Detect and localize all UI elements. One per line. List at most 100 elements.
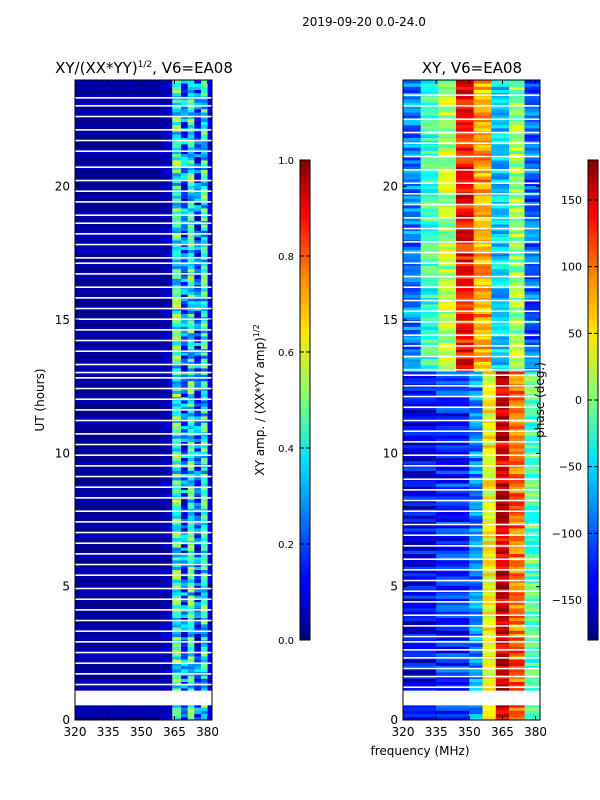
heatmap-cell bbox=[200, 688, 208, 692]
heatmap-cell bbox=[200, 528, 208, 532]
heatmap-cell bbox=[509, 620, 525, 625]
heatmap-cell bbox=[403, 406, 437, 410]
heatmap-cell bbox=[473, 169, 492, 174]
heatmap-cell bbox=[207, 329, 213, 334]
heatmap-cell bbox=[172, 390, 182, 394]
heatmap-cell bbox=[194, 352, 202, 356]
heatmap-cell bbox=[187, 185, 195, 190]
heatmap-cell bbox=[456, 345, 475, 350]
heatmap-cell bbox=[75, 364, 162, 369]
heatmap-cell bbox=[456, 256, 475, 260]
heatmap-cell bbox=[524, 598, 541, 602]
heatmap-cell bbox=[181, 688, 189, 692]
heatmap-cell bbox=[495, 403, 510, 407]
heatmap-cell bbox=[403, 204, 422, 209]
heatmap-cell bbox=[172, 275, 182, 279]
heatmap-cell bbox=[491, 281, 510, 286]
heatmap-cell bbox=[403, 166, 422, 170]
heatmap-cell bbox=[194, 470, 202, 474]
heatmap-cell bbox=[161, 291, 173, 295]
heatmap-cell bbox=[200, 604, 208, 609]
heatmap-cell bbox=[482, 531, 497, 535]
heatmap-cell bbox=[438, 176, 457, 180]
heatmap-cell bbox=[438, 236, 457, 241]
heatmap-cell bbox=[456, 163, 475, 167]
heatmap-cell bbox=[438, 268, 457, 273]
heatmap-cell bbox=[524, 460, 541, 465]
heatmap-cell bbox=[75, 80, 162, 84]
heatmap-cell bbox=[194, 204, 202, 209]
heatmap-cell bbox=[181, 150, 189, 154]
heatmap-cell bbox=[161, 166, 173, 170]
heatmap-cell bbox=[456, 220, 475, 225]
heatmap-cell bbox=[194, 524, 202, 529]
heatmap-cell bbox=[172, 176, 182, 180]
heatmap-cell bbox=[456, 118, 475, 122]
heatmap-cell bbox=[524, 230, 541, 234]
heatmap-cell bbox=[200, 352, 208, 356]
heatmap-cell bbox=[482, 480, 497, 484]
heatmap-cell bbox=[524, 512, 541, 516]
heatmap-cell bbox=[181, 249, 189, 254]
flagged-row bbox=[403, 641, 540, 643]
flagged-row bbox=[75, 307, 212, 310]
heatmap-cell bbox=[524, 364, 541, 369]
heatmap-cell bbox=[194, 358, 202, 362]
heatmap-cell bbox=[524, 297, 541, 302]
heatmap-cell bbox=[509, 627, 525, 631]
heatmap-cell bbox=[509, 502, 525, 506]
heatmap-cell bbox=[524, 540, 541, 545]
heatmap-cell bbox=[200, 195, 208, 199]
heatmap-cell bbox=[75, 444, 162, 449]
heatmap-cell bbox=[436, 534, 470, 538]
heatmap-cell bbox=[75, 617, 162, 622]
heatmap-cell bbox=[403, 649, 437, 654]
heatmap-cell bbox=[207, 656, 213, 660]
heatmap-cell bbox=[491, 134, 510, 138]
flagged-row bbox=[75, 350, 212, 352]
heatmap-cell bbox=[207, 416, 213, 420]
heatmap-cell bbox=[194, 281, 202, 286]
heatmap-cell bbox=[207, 99, 213, 103]
heatmap-cell bbox=[509, 572, 525, 577]
heatmap-cell bbox=[438, 169, 457, 174]
heatmap-cell bbox=[187, 400, 195, 404]
heatmap-cell bbox=[482, 608, 497, 612]
heatmap-cell bbox=[194, 233, 202, 238]
heatmap-cell bbox=[438, 198, 457, 202]
heatmap-cell bbox=[436, 444, 470, 449]
heatmap-cell bbox=[524, 528, 541, 532]
heatmap-cell bbox=[436, 608, 470, 612]
heatmap-cell bbox=[187, 214, 195, 218]
heatmap-cell bbox=[436, 528, 470, 532]
heatmap-cell bbox=[482, 435, 497, 439]
heatmap-cell bbox=[403, 211, 422, 215]
heatmap-cell bbox=[194, 595, 202, 599]
heatmap-cell bbox=[420, 339, 439, 343]
heatmap-cell bbox=[194, 246, 202, 250]
heatmap-cell bbox=[403, 160, 422, 164]
heatmap-cell bbox=[207, 147, 213, 151]
heatmap-cell bbox=[524, 371, 541, 375]
heatmap-cell bbox=[172, 393, 182, 398]
heatmap-cell bbox=[161, 406, 173, 410]
heatmap-cell bbox=[436, 595, 470, 599]
heatmap-cell bbox=[194, 652, 202, 657]
heatmap-cell bbox=[482, 611, 497, 615]
heatmap-cell bbox=[181, 422, 189, 426]
heatmap-cell bbox=[200, 185, 208, 190]
heatmap-cell bbox=[75, 192, 162, 196]
heatmap-cell bbox=[420, 300, 439, 305]
heatmap-cell bbox=[469, 585, 483, 590]
heatmap-cell bbox=[207, 544, 213, 548]
heatmap-cell bbox=[172, 486, 182, 490]
heatmap-cell bbox=[420, 361, 439, 366]
heatmap-cell bbox=[207, 336, 213, 340]
heatmap-cell bbox=[181, 441, 189, 446]
heatmap-cell bbox=[436, 467, 470, 471]
heatmap-cell bbox=[172, 521, 182, 526]
heatmap-cell bbox=[172, 617, 182, 622]
heatmap-cell bbox=[200, 160, 208, 164]
heatmap-cell bbox=[403, 345, 422, 350]
heatmap-cell bbox=[491, 214, 510, 218]
